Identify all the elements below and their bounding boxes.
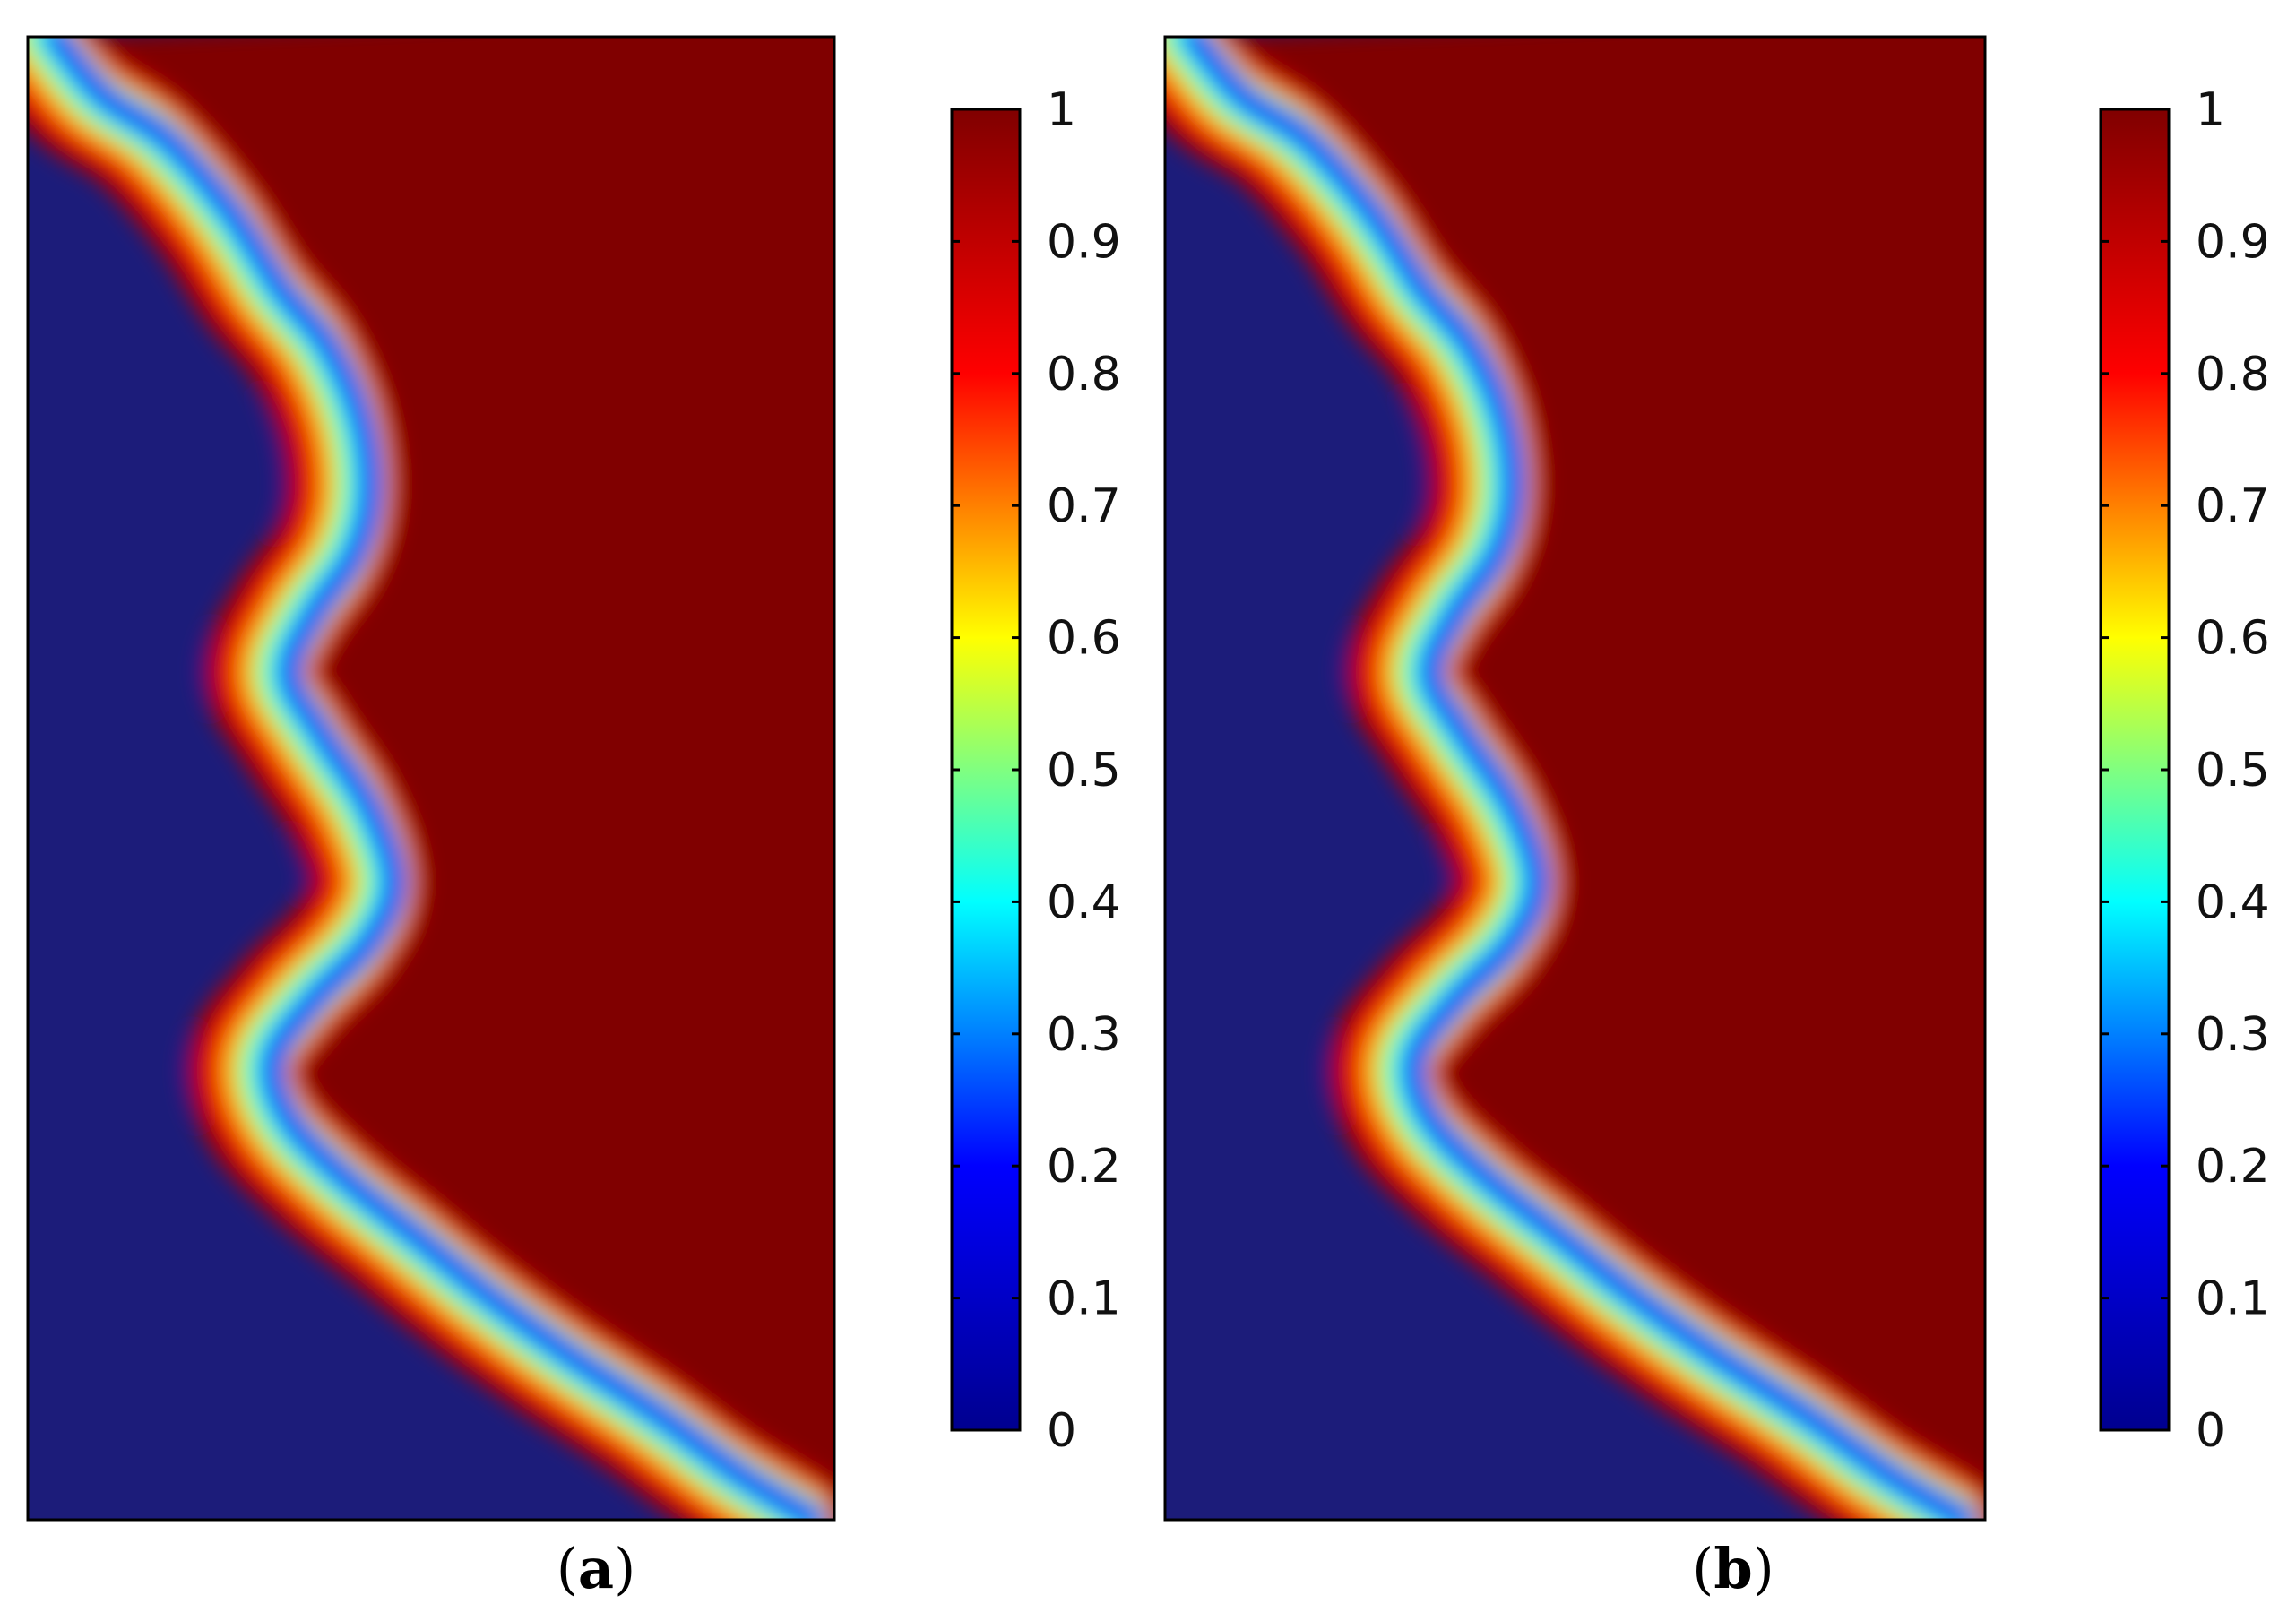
colorbar-a-tick-label: 0.5 — [1047, 744, 1121, 798]
colorbar-a-tick-label: 0.8 — [1047, 348, 1121, 401]
colorbar-a-tick-label: 0.1 — [1047, 1272, 1121, 1326]
heatmap-a-field — [28, 37, 834, 1520]
colorbar-b-bar — [2099, 108, 2171, 1432]
heatmap-a-frame — [26, 35, 836, 1522]
heatmap-b-frame — [1163, 35, 1987, 1522]
heatmap-b — [1165, 37, 1985, 1520]
colorbar-a-ticks: 0 0.1 0.2 0.3 0.4 0.5 0.6 0.7 0.8 0.9 1 — [952, 83, 1121, 1458]
colorbar-b-tick-label: 0.6 — [2196, 612, 2270, 666]
colorbar-a-tick-label: 0.7 — [1047, 479, 1121, 533]
transition-band — [53, 37, 825, 1520]
caption-a: (a) — [557, 1536, 636, 1601]
heatmap-b-field — [1165, 37, 1985, 1520]
colorbar-b-tick-label: 0.1 — [2196, 1272, 2270, 1326]
caption-b: (b) — [1692, 1536, 1774, 1601]
colorbar-b: 0 0.1 0.2 0.3 0.4 0.5 0.6 0.7 0.8 0.9 1 — [2099, 83, 2270, 1458]
heatmap-a — [28, 37, 834, 1520]
colorbar-b-tick-label: 0.4 — [2196, 875, 2270, 929]
colorbar-b-tick-label: 0.8 — [2196, 348, 2270, 401]
colorbar-a-tick-label: 0.2 — [1047, 1140, 1121, 1194]
colorbar-b-tick-label: 0.2 — [2196, 1140, 2270, 1194]
colorbar-b-tick-label: 0.3 — [2196, 1008, 2270, 1062]
colorbar-b-tick-label: 1 — [2196, 83, 2225, 137]
colorbar-b-ticks: 0 0.1 0.2 0.3 0.4 0.5 0.6 0.7 0.8 0.9 1 — [2101, 83, 2270, 1458]
panel-b — [1163, 35, 1987, 1522]
high-concentration-region — [60, 37, 834, 1520]
colorbar-a-tick-label: 0.3 — [1047, 1008, 1121, 1062]
colorbar-a-tick-label: 0.9 — [1047, 215, 1121, 269]
colorbar-a-tick-label: 0.6 — [1047, 612, 1121, 666]
colorbar-b-tick-label: 0.9 — [2196, 215, 2270, 269]
transition-band — [1190, 37, 1976, 1520]
colorbar-a-bar — [950, 108, 1022, 1432]
colorbar-a-tick-label: 0 — [1047, 1404, 1076, 1458]
colorbar-a: 0 0.1 0.2 0.3 0.4 0.5 0.6 0.7 0.8 0.9 1 — [950, 83, 1121, 1458]
colorbar-a-tick-label: 1 — [1047, 83, 1076, 137]
high-concentration-region — [1197, 37, 1985, 1520]
colorbar-b-tick-label: 0.5 — [2196, 744, 2270, 798]
colorbar-a-tick-label: 0.4 — [1047, 875, 1121, 929]
colorbar-b-tick-label: 0.7 — [2196, 479, 2270, 533]
panel-a — [26, 35, 836, 1522]
colorbar-b-tick-label: 0 — [2196, 1404, 2225, 1458]
